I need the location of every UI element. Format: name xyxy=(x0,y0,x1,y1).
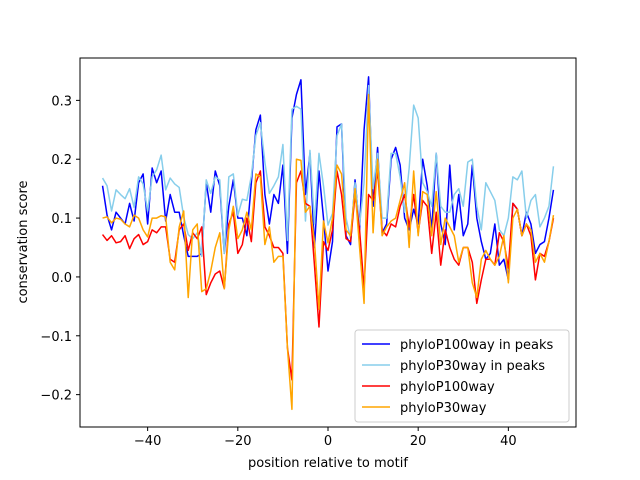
y-tick-label: 0.1 xyxy=(51,212,72,227)
series-layer xyxy=(101,76,555,411)
y-tick-label: 0.2 xyxy=(51,153,72,168)
legend-box xyxy=(354,329,570,423)
x-tick-label: −20 xyxy=(224,434,251,449)
legend-label-1: phyloP100way in peaks xyxy=(400,338,554,353)
x-axis-ticks: −40 −20 0 20 40 xyxy=(134,427,517,449)
y-tick-label: 0.0 xyxy=(51,271,72,286)
series-line-1 xyxy=(101,76,555,281)
y-tick-label: −0.1 xyxy=(40,330,72,345)
x-tick-label: −40 xyxy=(134,434,161,449)
y-axis-label: conservation score xyxy=(16,180,31,303)
series-line-2 xyxy=(101,84,555,258)
legend: phyloP100way in peaks phyloP30way in peak… xyxy=(354,329,570,423)
x-tick-label: 40 xyxy=(500,434,517,449)
legend-label-4: phyloP30way xyxy=(400,401,487,416)
legend-label-2: phyloP30way in peaks xyxy=(400,359,545,374)
x-tick-label: 20 xyxy=(410,434,427,449)
series-line-4 xyxy=(102,93,555,411)
y-tick-label: 0.3 xyxy=(51,94,72,109)
y-tick-label: −0.2 xyxy=(40,389,72,404)
x-axis-label: position relative to motif xyxy=(248,456,408,471)
y-axis-ticks: −0.2 −0.1 0.0 0.1 0.2 0.3 xyxy=(40,94,80,404)
x-tick-label: 0 xyxy=(324,434,332,449)
legend-label-3: phyloP100way xyxy=(400,380,495,395)
